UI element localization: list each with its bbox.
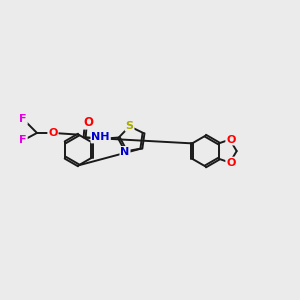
Text: NH: NH xyxy=(92,133,110,142)
Text: O: O xyxy=(226,158,236,168)
Text: O: O xyxy=(226,134,236,145)
Text: F: F xyxy=(19,135,27,146)
Text: S: S xyxy=(126,121,134,131)
Text: F: F xyxy=(19,114,27,124)
Text: N: N xyxy=(120,147,130,157)
Text: O: O xyxy=(48,128,58,138)
Text: O: O xyxy=(83,116,93,129)
